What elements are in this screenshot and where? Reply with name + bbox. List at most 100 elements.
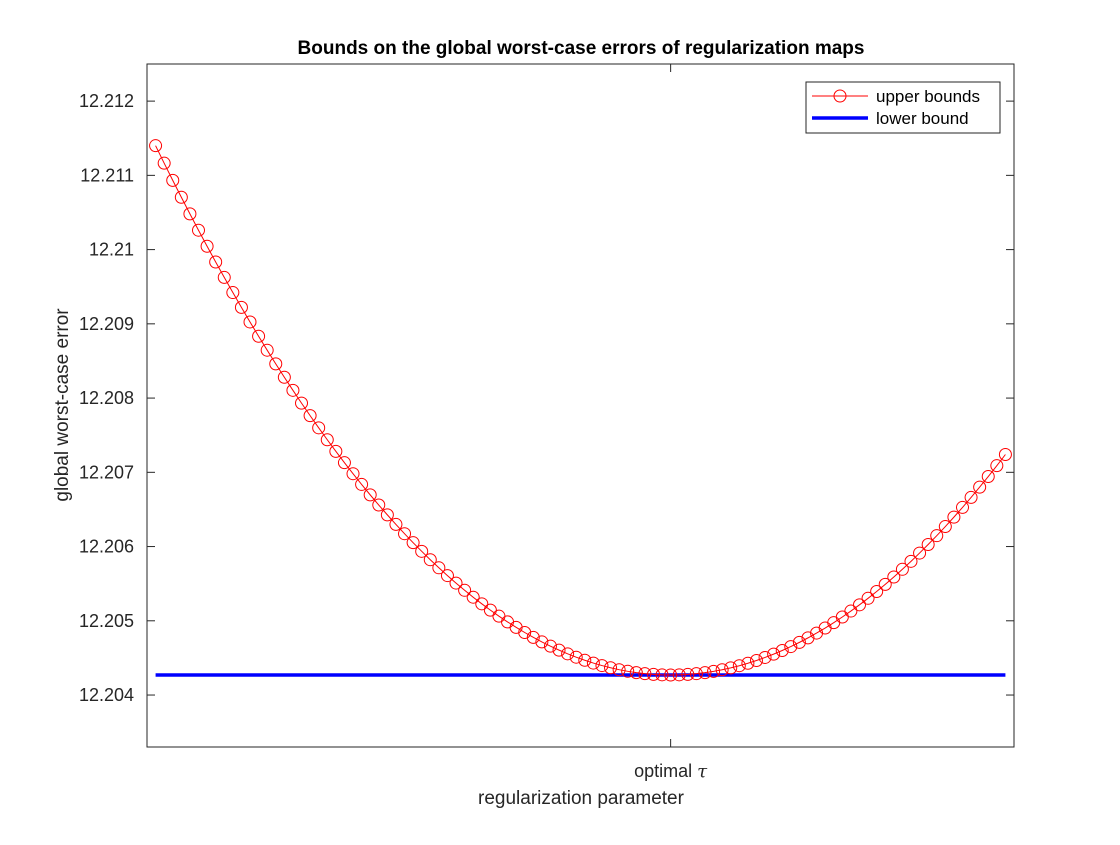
upper-bounds-marker [956, 500, 969, 514]
upper-bounds-marker [518, 626, 532, 639]
upper-bounds-marker [655, 668, 669, 682]
upper-bounds-marker [569, 650, 583, 664]
upper-bounds-marker [621, 664, 635, 678]
upper-bounds-marker [595, 659, 609, 673]
upper-bounds-marker [174, 190, 188, 204]
upper-bounds-marker [526, 630, 540, 644]
upper-bounds-marker [784, 640, 798, 654]
legend-label-upper-bounds: upper bounds [876, 87, 980, 106]
upper-bounds-marker [861, 591, 875, 605]
upper-bounds-marker [715, 663, 729, 677]
x-tick-label: optimal τ [634, 761, 708, 782]
y-tick-label: 12.208 [79, 388, 134, 408]
upper-bounds-marker [672, 668, 686, 682]
upper-bounds-marker [423, 553, 437, 567]
upper-bounds-marker [226, 286, 240, 300]
x-tick-label-text: optimal [634, 761, 697, 781]
y-tick-label: 12.204 [79, 685, 134, 705]
upper-bounds-marker [260, 343, 274, 357]
upper-bounds-marker [964, 490, 978, 504]
upper-bounds-marker [217, 270, 231, 284]
upper-bounds-marker [415, 544, 429, 558]
upper-bounds-marker [192, 223, 205, 237]
upper-bounds-marker [355, 477, 369, 491]
upper-bounds-marker [629, 666, 643, 680]
y-axis-label: global worst-case error [52, 308, 73, 502]
upper-bounds-marker [535, 635, 549, 649]
upper-bounds-marker [578, 653, 592, 667]
upper-bounds-marker [320, 433, 334, 447]
x-axis-ticks: optimal τ [634, 64, 708, 782]
upper-bounds-marker [166, 173, 180, 187]
upper-bounds-marker [157, 156, 171, 170]
upper-bounds-marker [689, 667, 703, 681]
upper-bounds-marker [732, 659, 746, 673]
upper-bounds-marker [295, 396, 309, 410]
upper-bounds-marker [475, 597, 489, 611]
upper-bounds-marker [664, 668, 678, 682]
upper-bounds-marker [852, 598, 866, 612]
upper-bounds-marker [930, 529, 944, 543]
y-tick-label: 12.212 [79, 91, 134, 111]
y-tick-label: 12.205 [79, 611, 134, 631]
upper-bounds-marker [913, 546, 927, 560]
upper-bounds-marker [707, 664, 721, 678]
upper-bounds-marker [398, 527, 412, 541]
legend-label-lower-bound: lower bound [876, 109, 969, 128]
y-tick-label: 12.207 [79, 462, 134, 482]
upper-bounds-marker [252, 329, 266, 343]
upper-bounds-marker [483, 603, 497, 617]
upper-bounds-marker [973, 480, 987, 494]
upper-bounds-marker [887, 570, 901, 584]
upper-bounds-marker [561, 647, 575, 661]
x-axis-label: regularization parameter [478, 788, 685, 809]
upper-bounds-marker [921, 538, 935, 552]
upper-bounds-marker [303, 409, 317, 423]
upper-bounds-marker [998, 448, 1012, 461]
upper-bounds-marker [604, 661, 618, 675]
upper-bounds-marker [209, 255, 223, 269]
legend-marker-upper-bounds [833, 89, 847, 103]
upper-bounds-marker [646, 667, 660, 681]
y-tick-label: 12.21 [89, 240, 134, 260]
upper-bounds-marker [363, 488, 377, 502]
upper-bounds-marker [981, 470, 995, 484]
upper-bounds-marker [638, 667, 652, 681]
upper-bounds-marker [466, 590, 480, 604]
upper-bounds-marker [458, 583, 472, 597]
upper-bounds-marker [346, 467, 360, 481]
upper-bounds-marker [758, 650, 772, 664]
upper-bounds-marker [543, 639, 557, 653]
upper-bounds-marker [432, 561, 446, 575]
upper-bounds-marker [612, 663, 626, 677]
upper-bounds-marker [329, 444, 343, 458]
upper-bounds-marker [372, 498, 386, 512]
upper-bounds-marker [286, 383, 300, 397]
upper-bounds-marker [586, 656, 600, 670]
upper-bounds-marker [775, 643, 789, 657]
upper-bounds-marker [895, 562, 909, 576]
upper-bounds-marker [698, 666, 712, 680]
upper-bounds-marker [844, 604, 858, 618]
upper-bounds-marker [870, 584, 884, 598]
upper-bounds-marker [741, 656, 755, 670]
upper-bounds-marker [337, 456, 351, 470]
upper-bounds-marker [380, 508, 394, 522]
upper-bounds-marker [269, 357, 283, 371]
y-tick-label: 12.211 [80, 165, 134, 185]
upper-bounds-line [155, 145, 1006, 676]
upper-bounds-marker [990, 459, 1004, 473]
upper-bounds-marker [792, 635, 806, 649]
upper-bounds-marker [801, 631, 815, 645]
upper-bounds-marker [243, 315, 257, 329]
y-tick-label: 12.206 [79, 537, 134, 557]
upper-bounds-marker [947, 510, 961, 524]
x-tick-label-symbol: τ [697, 761, 708, 782]
upper-bounds-marker [552, 643, 566, 657]
upper-bounds-marker [938, 520, 952, 534]
y-tick-label: 12.209 [79, 314, 134, 334]
upper-bounds-marker [878, 577, 892, 591]
legend: upper bounds lower bound [805, 81, 1001, 134]
